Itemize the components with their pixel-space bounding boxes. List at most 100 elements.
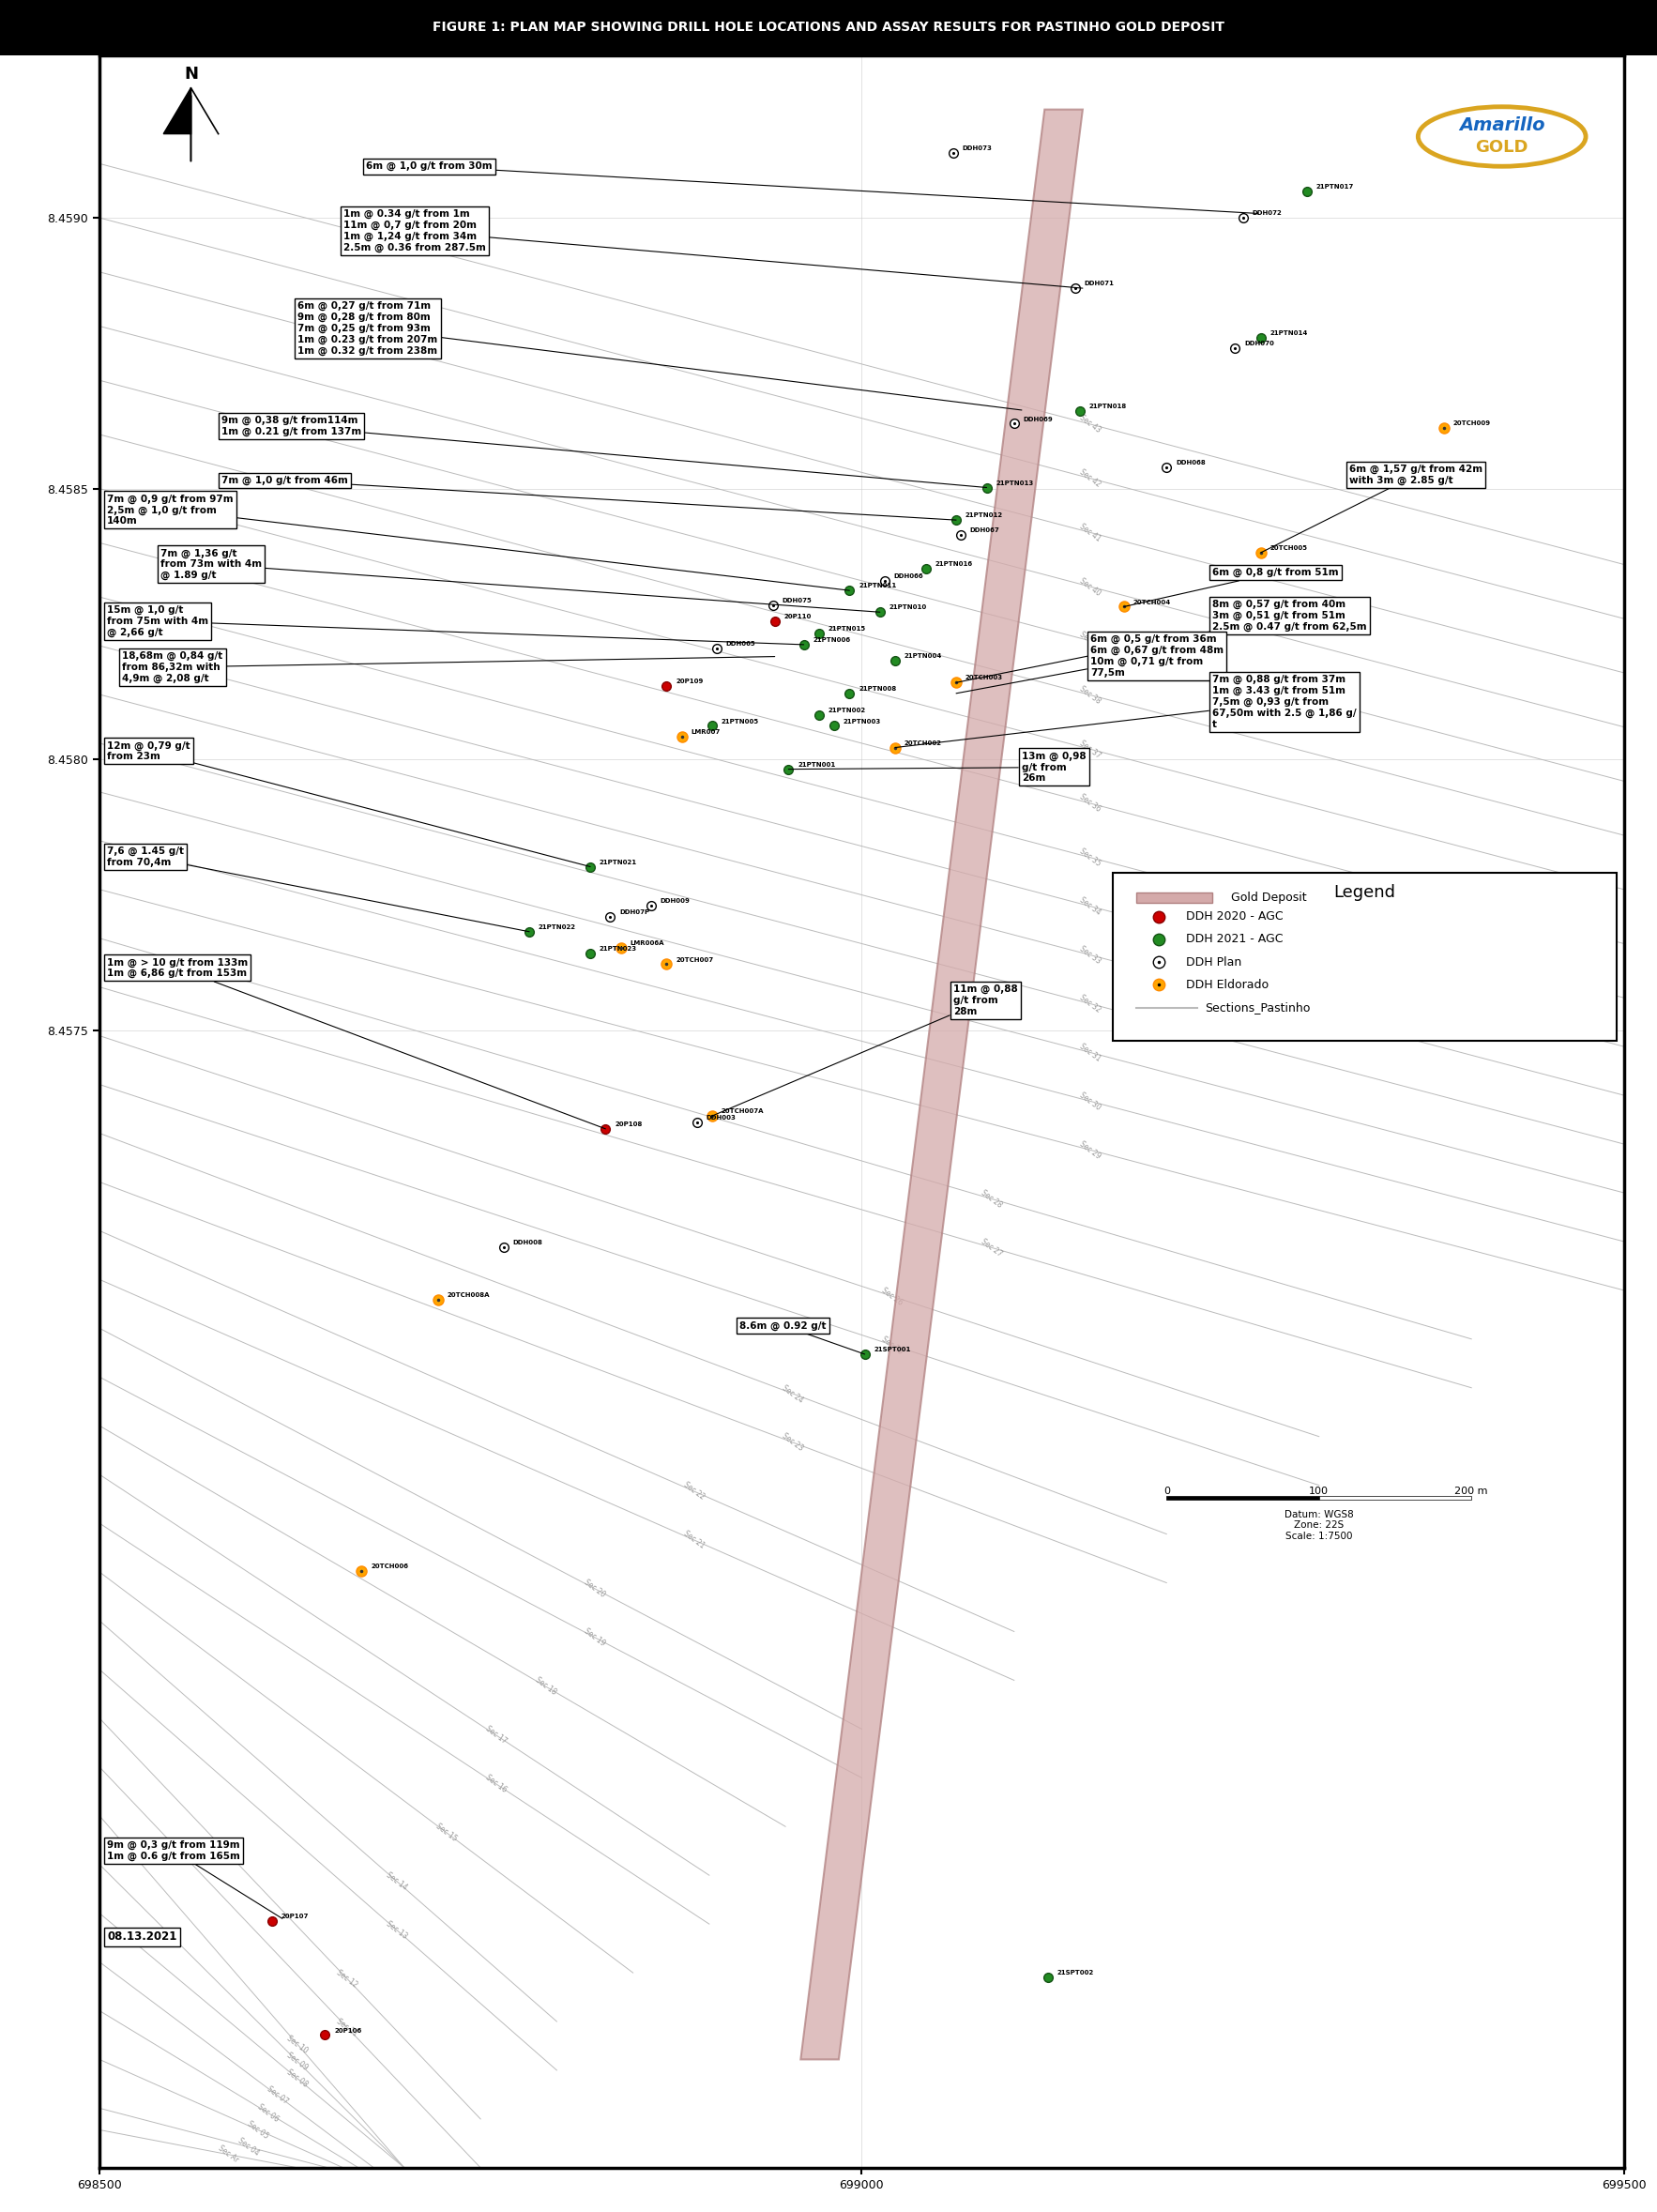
Text: 21PTN004: 21PTN004 xyxy=(905,653,943,659)
Text: Sec 42: Sec 42 xyxy=(1079,467,1102,489)
Text: DDH068: DDH068 xyxy=(1176,460,1205,465)
Text: 6m @ 1,57 g/t from 42m
with 3m @ 2.85 g/t: 6m @ 1,57 g/t from 42m with 3m @ 2.85 g/… xyxy=(1261,465,1483,553)
Text: Sec 31: Sec 31 xyxy=(1079,1042,1102,1064)
Text: Sec 07: Sec 07 xyxy=(265,2086,290,2106)
Text: Sec 35: Sec 35 xyxy=(1079,847,1102,867)
Text: 21PTN015: 21PTN015 xyxy=(828,626,865,633)
Text: 7m @ 0,88 g/t from 37m
1m @ 3.43 g/t from 51m
7,5m @ 0,93 g/t from
67,50m with 2: 7m @ 0,88 g/t from 37m 1m @ 3.43 g/t fro… xyxy=(895,675,1357,748)
Text: GOLD: GOLD xyxy=(1475,139,1528,155)
Text: 21PTN002: 21PTN002 xyxy=(828,708,865,712)
Text: Sec 19: Sec 19 xyxy=(583,1628,606,1648)
Text: Sec 11: Sec 11 xyxy=(335,2017,360,2037)
Text: Sec 16: Sec 16 xyxy=(484,1774,509,1794)
Text: Sec 04: Sec 04 xyxy=(235,2137,260,2157)
Text: 20P108: 20P108 xyxy=(615,1121,643,1128)
Text: Datum: WGS8
Zone: 22S
Scale: 1:7500: Datum: WGS8 Zone: 22S Scale: 1:7500 xyxy=(1284,1509,1354,1542)
Text: Sec Ar: Sec Ar xyxy=(217,2143,240,2166)
Text: DDH066: DDH066 xyxy=(893,573,923,580)
Text: LMR006A: LMR006A xyxy=(630,940,664,947)
Polygon shape xyxy=(800,108,1082,2059)
Text: 20TCH004: 20TCH004 xyxy=(1133,599,1171,604)
Bar xyxy=(1114,874,1616,1042)
Text: 20TCH007A: 20TCH007A xyxy=(721,1108,764,1115)
Text: DDH 2021 - AGC: DDH 2021 - AGC xyxy=(1186,933,1284,945)
Text: 6m @ 1,0 g/t from 30m: 6m @ 1,0 g/t from 30m xyxy=(366,161,1258,215)
Text: 11m @ 0,88
g/t from
28m: 11m @ 0,88 g/t from 28m xyxy=(713,984,1017,1115)
Text: 8.6m @ 0.92 g/t: 8.6m @ 0.92 g/t xyxy=(739,1321,865,1354)
Text: Sec 29: Sec 29 xyxy=(1079,1139,1102,1161)
Text: DDH07P: DDH07P xyxy=(620,909,650,916)
Text: 13m @ 0,98
g/t from
26m: 13m @ 0,98 g/t from 26m xyxy=(789,752,1085,783)
Text: 100: 100 xyxy=(1309,1486,1329,1495)
Text: Sections_Pastinho: Sections_Pastinho xyxy=(1205,1002,1311,1013)
Text: Sec 10: Sec 10 xyxy=(285,2035,310,2055)
Text: DDH065: DDH065 xyxy=(726,641,756,646)
Text: DDH069: DDH069 xyxy=(1024,416,1052,422)
Text: DDH070: DDH070 xyxy=(1244,341,1274,345)
Text: 9m @ 0,38 g/t from114m
1m @ 0.21 g/t from 137m: 9m @ 0,38 g/t from114m 1m @ 0.21 g/t fro… xyxy=(222,416,986,487)
Text: 7,6 @ 1.45 g/t
from 70,4m: 7,6 @ 1.45 g/t from 70,4m xyxy=(108,847,529,931)
Text: 8m @ 0,57 g/t from 40m
3m @ 0,51 g/t from 51m
2.5m @ 0.47 g/t from 62,5m: 8m @ 0,57 g/t from 40m 3m @ 0,51 g/t fro… xyxy=(956,599,1367,684)
Text: 21PTN005: 21PTN005 xyxy=(721,719,759,723)
Text: 1m @ > 10 g/t from 133m
1m @ 6,86 g/t from 153m: 1m @ > 10 g/t from 133m 1m @ 6,86 g/t fr… xyxy=(108,958,605,1128)
Text: 18,68m @ 0,84 g/t
from 86,32m with
4,9m @ 2,08 g/t: 18,68m @ 0,84 g/t from 86,32m with 4,9m … xyxy=(123,650,775,684)
Text: Sec 17: Sec 17 xyxy=(484,1725,509,1745)
Text: 21PTN016: 21PTN016 xyxy=(935,562,973,566)
Text: Sec 25: Sec 25 xyxy=(880,1334,905,1356)
Text: Sec 09: Sec 09 xyxy=(285,2051,310,2073)
Text: DDH072: DDH072 xyxy=(1253,210,1281,217)
Text: 20TCH005: 20TCH005 xyxy=(1271,544,1307,551)
Text: 21SPT002: 21SPT002 xyxy=(1057,1969,1094,1975)
Text: DDH008: DDH008 xyxy=(512,1239,542,1245)
Text: 15m @ 1,0 g/t
from 75m with 4m
@ 2,66 g/t: 15m @ 1,0 g/t from 75m with 4m @ 2,66 g/… xyxy=(108,606,804,644)
Bar xyxy=(1319,1495,1471,1500)
Text: 08.13.2021: 08.13.2021 xyxy=(108,1931,177,1942)
Text: Sec 14: Sec 14 xyxy=(384,1871,409,1891)
Text: 200 m: 200 m xyxy=(1455,1486,1488,1495)
Text: Sec 21: Sec 21 xyxy=(683,1528,706,1551)
Text: N: N xyxy=(184,66,197,82)
Text: 21PTN010: 21PTN010 xyxy=(890,604,926,611)
Text: 21PTN021: 21PTN021 xyxy=(600,858,636,865)
Text: 21PTN006: 21PTN006 xyxy=(814,637,850,644)
Text: Sec 20: Sec 20 xyxy=(583,1577,606,1599)
Text: Amarillo: Amarillo xyxy=(1458,117,1544,135)
Bar xyxy=(1167,1495,1319,1500)
Text: 12m @ 0,79 g/t
from 23m: 12m @ 0,79 g/t from 23m xyxy=(108,741,590,867)
Text: Sec 41: Sec 41 xyxy=(1079,522,1102,542)
Text: 21PTN017: 21PTN017 xyxy=(1316,184,1354,190)
Text: FIGURE 1: PLAN MAP SHOWING DRILL HOLE LOCATIONS AND ASSAY RESULTS FOR PASTINHO G: FIGURE 1: PLAN MAP SHOWING DRILL HOLE LO… xyxy=(432,22,1225,33)
Text: 20TCH009: 20TCH009 xyxy=(1453,420,1491,427)
Text: Sec 22: Sec 22 xyxy=(683,1480,706,1502)
Text: DDH075: DDH075 xyxy=(782,597,812,604)
Text: 20P107: 20P107 xyxy=(280,1913,308,1920)
Text: Sec 23: Sec 23 xyxy=(780,1431,805,1453)
Text: Sec 32: Sec 32 xyxy=(1079,993,1102,1015)
Text: 21PTN003: 21PTN003 xyxy=(843,719,882,723)
Text: Sec 24: Sec 24 xyxy=(780,1382,805,1405)
Text: 20TCH006: 20TCH006 xyxy=(371,1564,408,1568)
Text: DDH067: DDH067 xyxy=(969,526,999,533)
Text: 21PTN018: 21PTN018 xyxy=(1089,405,1127,409)
Text: Gold Deposit: Gold Deposit xyxy=(1231,891,1306,905)
Text: Sec 40: Sec 40 xyxy=(1079,575,1102,597)
Text: DDH Eldorado: DDH Eldorado xyxy=(1186,978,1269,991)
Text: Sec 08: Sec 08 xyxy=(285,2068,310,2088)
Text: Sec 36: Sec 36 xyxy=(1079,792,1102,814)
Text: 6m @ 0,27 g/t from 71m
9m @ 0,28 g/t from 80m
7m @ 0,25 g/t from 93m
1m @ 0.23 g: 6m @ 0,27 g/t from 71m 9m @ 0,28 g/t fro… xyxy=(298,301,1022,409)
Text: DDH 2020 - AGC: DDH 2020 - AGC xyxy=(1186,911,1284,922)
Text: Sec 34: Sec 34 xyxy=(1079,896,1102,916)
Text: 20TCH007: 20TCH007 xyxy=(676,958,713,962)
Text: 9m @ 0,3 g/t from 119m
1m @ 0.6 g/t from 165m: 9m @ 0,3 g/t from 119m 1m @ 0.6 g/t from… xyxy=(108,1840,282,1918)
Text: 7m @ 0,9 g/t from 97m
2,5m @ 1,0 g/t from
140m: 7m @ 0,9 g/t from 97m 2,5m @ 1,0 g/t fro… xyxy=(108,493,850,591)
Bar xyxy=(1137,891,1213,902)
Text: 21PTN013: 21PTN013 xyxy=(996,480,1034,487)
Text: 21SPT001: 21SPT001 xyxy=(873,1347,911,1352)
Text: 1m @ 0.34 g/t from 1m
11m @ 0,7 g/t from 20m
1m @ 1,24 g/t from 34m
2.5m @ 0.36 : 1m @ 0.34 g/t from 1m 11m @ 0,7 g/t from… xyxy=(343,210,1082,288)
Text: Sec 13: Sec 13 xyxy=(384,1920,409,1940)
Text: DDH073: DDH073 xyxy=(963,146,993,150)
Text: 20TCH008A: 20TCH008A xyxy=(447,1292,490,1298)
Text: Sec 28: Sec 28 xyxy=(979,1188,1002,1210)
Text: Sec 05: Sec 05 xyxy=(245,2119,270,2141)
Text: 0: 0 xyxy=(1163,1486,1170,1495)
